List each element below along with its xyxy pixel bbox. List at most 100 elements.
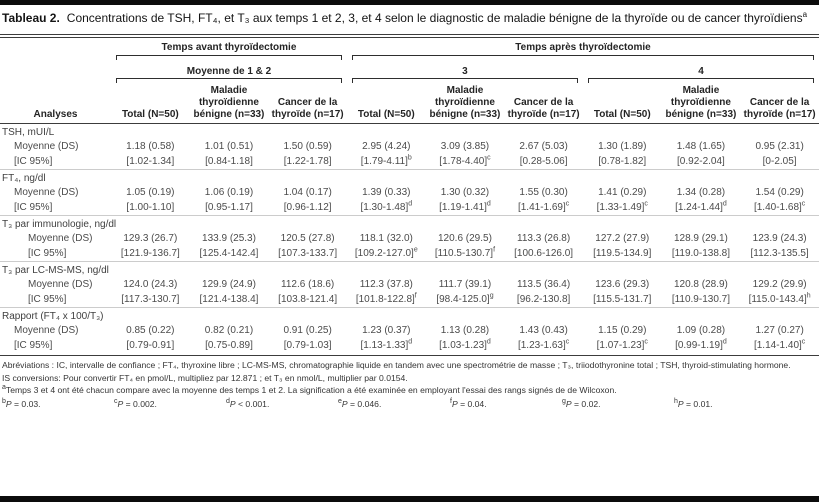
value-cell: [0.78-1.82] <box>598 155 647 167</box>
row-label: Moyenne (DS) <box>28 233 93 245</box>
value-cell: 1.41 (0.29) <box>598 187 647 199</box>
span-before-label: Temps avant thyroïdectomie <box>161 42 297 54</box>
column-header: Cancer de la thyroïde (n=17) <box>504 85 583 125</box>
significance-marker: c <box>487 154 491 162</box>
value-cell: [0.96-1.12] <box>283 201 332 213</box>
significance-marker: b <box>407 154 412 162</box>
group-label-row: FT₄, ng/dl <box>0 169 819 187</box>
group-label: FT₄, ng/dl <box>0 169 819 187</box>
data-row: [IC 95%] [1.02-1.34] [0.84-1.18] [1.22-1.78… <box>0 155 819 170</box>
pvalue-footnotes-row: bP = 0.03. cP = 0.002. dP < 0.001. eP = … <box>2 398 816 410</box>
significance-marker: g <box>489 292 494 300</box>
pvalue-footnote: eP = 0.046. <box>338 397 382 409</box>
group-label-row: T₃ par LC-MS-MS, ng/dl <box>0 261 819 279</box>
pvalue-footnote: gP = 0.02. <box>562 397 601 409</box>
subspan-time3-label: 3 <box>462 65 468 77</box>
row-label: [IC 95%] <box>28 293 67 305</box>
column-header: Maladie thyroïdienne bénigne (n=33) <box>425 85 505 125</box>
value-cell: [1.19-1.41]d <box>439 200 491 213</box>
column-header: Total (N=50) <box>582 85 662 125</box>
value-cell: 1.55 (0.30) <box>519 187 568 199</box>
significance-marker: d <box>408 200 413 208</box>
significance-marker: d <box>408 338 413 346</box>
significance-marker: e <box>413 246 418 254</box>
value-cell: [1.13-1.33]d <box>360 338 413 351</box>
value-cell: 0.85 (0.22) <box>126 325 175 337</box>
value-cell: 1.43 (0.43) <box>519 325 568 337</box>
column-header: Maladie thyroïdienne bénigne (n=33) <box>661 85 741 125</box>
value-cell: 1.27 (0.27) <box>755 325 804 337</box>
significance-marker: c <box>644 200 648 208</box>
value-cell: [115.0-143.4]h <box>748 292 811 305</box>
footnote-si-conversions: IS conversions: Pour convertir FT₄ en pm… <box>2 372 816 384</box>
value-cell: [0.28-5.06] <box>519 155 568 167</box>
significance-marker: d <box>486 200 491 208</box>
value-cell: [1.14-1.40]c <box>753 338 806 351</box>
footnote-a: aTemps 3 et 4 ont été chacun compare ave… <box>2 384 816 396</box>
value-cell: 129.2 (29.9) <box>752 279 807 291</box>
row-label: [IC 95%] <box>14 155 53 167</box>
significance-marker: f <box>493 246 496 254</box>
value-cell: 1.30 (0.32) <box>440 187 490 199</box>
value-cell: 133.9 (25.3) <box>202 233 256 245</box>
value-cell: 1.39 (0.33) <box>362 187 411 199</box>
footnote-abbreviations: Abréviations : IC, intervalle de confian… <box>2 359 816 371</box>
value-cell: [110.9-130.7] <box>671 293 731 305</box>
value-cell: [0.84-1.18] <box>205 155 253 167</box>
value-cell: 2.67 (5.03) <box>519 141 568 153</box>
group-label-row: Rapport (FT₄ x 100/T₃) <box>0 307 819 325</box>
value-cell: 1.54 (0.29) <box>755 187 804 199</box>
table-title: Tableau 2. Concentrations de TSH, FT₄, et… <box>0 5 819 34</box>
span-after-bracket <box>351 54 814 60</box>
significance-marker: f <box>414 292 417 300</box>
value-cell: 2.95 (4.24) <box>362 141 411 153</box>
data-row: [IC 95%] [121.9-136.7] [125.4-142.4] [107.3… <box>0 247 819 262</box>
significance-marker: h <box>806 292 811 300</box>
footnote-text: Temps 3 et 4 ont été chacun compare avec… <box>5 385 617 396</box>
value-cell: [0.79-0.91] <box>126 339 175 351</box>
value-cell: [1.33-1.49]c <box>596 200 648 213</box>
significance-marker: c <box>565 338 570 346</box>
header-columns-row: Analyses Total (N=50) Maladie thyroïdien… <box>0 85 819 125</box>
value-cell: [121.4-138.4] <box>199 293 259 305</box>
value-cell: 1.13 (0.28) <box>440 325 490 337</box>
title-rule <box>0 34 819 39</box>
value-cell: [117.3-130.7] <box>121 293 180 305</box>
value-cell: 120.5 (27.8) <box>280 233 335 245</box>
value-cell: 1.50 (0.59) <box>283 141 332 153</box>
value-cell: [119.5-134.9] <box>593 247 652 259</box>
row-label: [IC 95%] <box>14 339 53 351</box>
value-cell: 112.6 (18.6) <box>281 279 335 291</box>
span-after-label: Temps après thyroïdectomie <box>515 42 651 54</box>
value-cell: [0.95-1.17] <box>205 201 253 213</box>
analyses-column-header: Analyses <box>0 85 111 125</box>
pvalue-footnote: bP = 0.03. <box>2 397 41 409</box>
footnotes-block: Abréviations : IC, intervalle de confian… <box>0 355 819 413</box>
group-label: T₃ par immunologie, ng/dl <box>0 215 819 233</box>
value-cell: 112.3 (37.8) <box>359 279 413 291</box>
value-cell: [96.2-130.8] <box>516 293 571 305</box>
group-label: T₃ par LC-MS-MS, ng/dl <box>0 261 819 279</box>
value-cell: [1.79-4.11]b <box>360 154 412 167</box>
value-cell: [0.92-2.04] <box>677 155 725 167</box>
column-header: Cancer de la thyroïde (n=17) <box>268 85 347 125</box>
value-cell: [1.02-1.34] <box>126 155 175 167</box>
significance-marker: d <box>722 200 727 208</box>
value-cell: [1.41-1.69]c <box>517 200 570 213</box>
data-row: [IC 95%] [1.00-1.10] [0.95-1.17] [0.96-1.12… <box>0 201 819 216</box>
value-cell: [1.40-1.68]c <box>753 200 806 213</box>
column-header: Maladie thyroïdienne bénigne (n=33) <box>189 85 269 125</box>
row-label: [IC 95%] <box>14 201 53 213</box>
value-cell: 3.09 (3.85) <box>440 141 490 153</box>
subspan-mean12-header: Moyenne de 1 & 2 <box>111 62 347 86</box>
column-header: Total (N=50) <box>346 85 426 125</box>
value-cell: 1.04 (0.17) <box>283 187 332 199</box>
value-cell: 120.6 (29.5) <box>437 233 492 245</box>
significance-marker: c <box>565 200 570 208</box>
subspan-mean12-label: Moyenne de 1 & 2 <box>186 65 272 77</box>
value-cell: 113.5 (36.4) <box>517 279 571 291</box>
span-before-bracket <box>116 54 342 60</box>
value-cell: [112.3-135.5] <box>750 247 809 259</box>
row-label: Moyenne (DS) <box>14 187 79 199</box>
